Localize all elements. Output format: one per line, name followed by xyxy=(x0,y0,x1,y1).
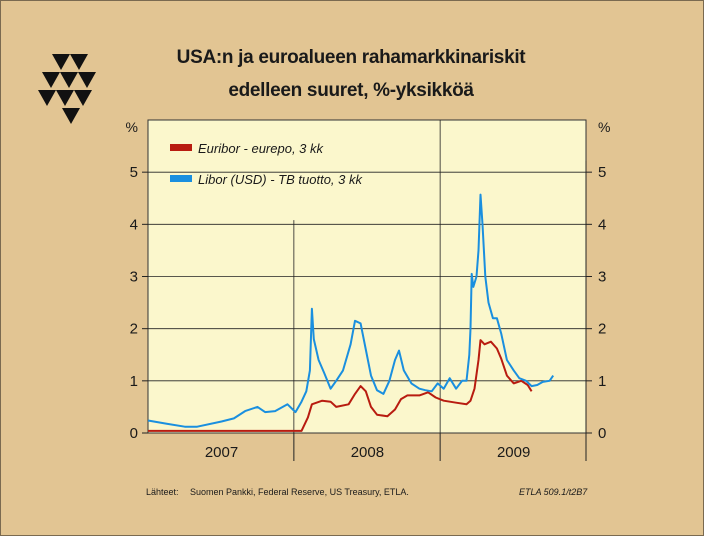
source-text: Suomen Pankki, Federal Reserve, US Treas… xyxy=(190,487,409,497)
y-tick-label-left: 2 xyxy=(130,321,138,338)
legend-swatch xyxy=(170,144,192,151)
y-unit-left: % xyxy=(126,119,138,135)
legend-swatch xyxy=(170,175,192,182)
source-label: Lähteet: xyxy=(146,487,179,497)
y-tick-label-right: 3 xyxy=(598,269,606,286)
x-tick-label: 2007 xyxy=(205,444,238,461)
y-tick-label-left: 0 xyxy=(130,425,138,442)
y-tick-label-right: 5 xyxy=(598,164,606,181)
chart-title-line2: edelleen suuret, %-yksikköä xyxy=(228,80,474,101)
chart-title-line1: USA:n ja euroalueen rahamarkkinariskit xyxy=(176,47,526,68)
legend-label: Libor (USD) - TB tuotto, 3 kk xyxy=(198,172,363,187)
x-tick-label: 2008 xyxy=(351,444,384,461)
y-tick-label-right: 0 xyxy=(598,425,606,442)
y-unit-right: % xyxy=(598,119,610,135)
figure-code: ETLA 509.1/t2B7 xyxy=(519,487,588,497)
y-tick-label-left: 5 xyxy=(130,164,138,181)
series-line-libor xyxy=(147,193,555,428)
legend-label: Euribor - eurepo, 3 kk xyxy=(198,141,325,156)
series-line-euribor xyxy=(148,339,533,432)
etla-triangles-logo-icon xyxy=(36,54,102,135)
y-tick-label-right: 4 xyxy=(598,216,606,233)
x-tick-label: 2009 xyxy=(497,444,530,461)
y-tick-label-left: 1 xyxy=(130,373,138,390)
y-tick-label-right: 2 xyxy=(598,321,606,338)
y-tick-label-left: 3 xyxy=(130,269,138,286)
y-tick-label-right: 1 xyxy=(598,373,606,390)
y-tick-label-left: 4 xyxy=(130,216,138,233)
